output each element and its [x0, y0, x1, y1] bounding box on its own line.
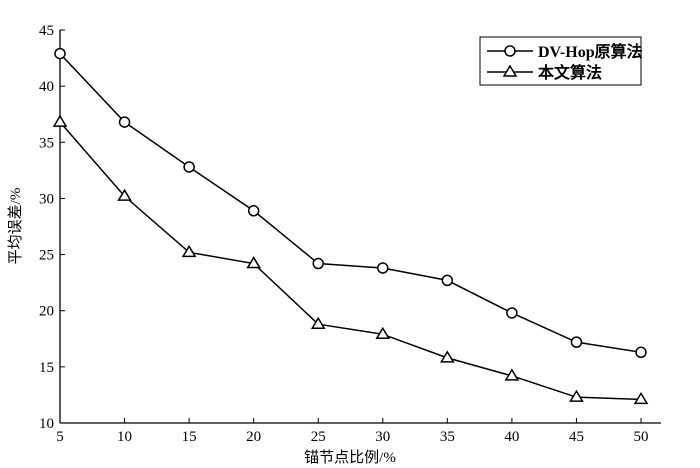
x-tick-label: 20 — [246, 429, 261, 445]
x-tick-label: 40 — [504, 429, 519, 445]
data-point-triangle — [440, 350, 455, 363]
series-group — [52, 47, 649, 405]
data-point-circle — [506, 307, 518, 319]
data-point-circle — [183, 161, 195, 173]
data-point-triangle — [181, 244, 197, 258]
legend-label-proposed: 本文算法 — [538, 63, 602, 82]
data-point-circle — [635, 346, 647, 359]
x-tick-label: 15 — [182, 429, 197, 445]
data-point-triangle — [504, 368, 520, 381]
x-tick-label: 25 — [311, 429, 326, 445]
data-point-triangle — [310, 316, 326, 329]
y-tick-label: 35 — [39, 135, 54, 151]
legend-label-dvhop: DV-Hop原算法 — [538, 42, 643, 61]
series-line-1 — [59, 121, 642, 401]
x-axis-label: 锚节点比例/% — [304, 449, 396, 466]
data-point-triangle — [633, 391, 649, 405]
legend-box — [479, 36, 642, 86]
data-point-circle — [247, 205, 260, 217]
x-tick-label: 45 — [569, 429, 584, 445]
series-line-0 — [59, 53, 642, 354]
data-point-triangle — [569, 389, 584, 402]
data-point-triangle — [52, 114, 68, 127]
legend: DV-Hop原算法 本文算法 — [479, 36, 643, 86]
data-point-triangle — [246, 256, 261, 269]
data-point-circle — [54, 47, 66, 60]
y-axis-label: 平均误差/% — [7, 188, 24, 265]
x-tick-label: 35 — [440, 429, 455, 445]
y-tick-label: 45 — [39, 23, 54, 39]
data-point-triangle — [375, 326, 391, 340]
x-tick-label: 30 — [375, 429, 390, 445]
y-tick-label: 20 — [39, 304, 54, 320]
y-tick-label: 15 — [39, 360, 54, 376]
data-point-triangle — [117, 188, 132, 201]
data-point-circle — [312, 257, 324, 270]
data-point-circle — [377, 262, 389, 274]
data-point-circle — [441, 274, 454, 287]
y-tick-label: 40 — [39, 79, 54, 95]
x-tick-label: 50 — [634, 429, 649, 445]
x-tick-label: 5 — [56, 429, 64, 445]
x-tick-label: 10 — [117, 429, 132, 445]
y-tick-label: 25 — [39, 248, 54, 264]
legend-marker-triangle-icon — [502, 64, 518, 77]
y-tick-label: 10 — [39, 416, 54, 432]
y-tick-label: 30 — [39, 191, 54, 207]
data-point-circle — [118, 116, 131, 128]
legend-marker-circle-icon — [504, 45, 516, 57]
data-point-circle — [570, 336, 583, 348]
